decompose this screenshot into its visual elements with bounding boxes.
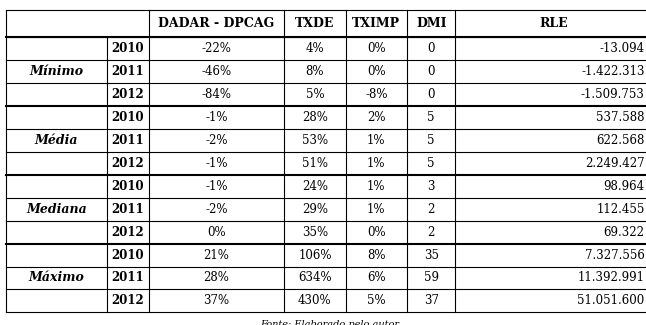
Text: 2012: 2012 (111, 157, 144, 170)
Text: TXIMP: TXIMP (352, 17, 401, 30)
Text: 2012: 2012 (111, 226, 144, 239)
Text: DMI: DMI (416, 17, 446, 30)
Text: 537.588: 537.588 (596, 111, 645, 124)
Text: 0%: 0% (367, 226, 386, 239)
Text: 5%: 5% (367, 294, 386, 307)
Text: 69.322: 69.322 (604, 226, 645, 239)
Text: -13.094: -13.094 (599, 42, 645, 55)
Text: 2012: 2012 (111, 294, 144, 307)
Text: -22%: -22% (202, 42, 231, 55)
Text: -46%: -46% (202, 65, 231, 78)
Text: 0%: 0% (367, 42, 386, 55)
Text: 53%: 53% (302, 134, 328, 147)
Text: 2012: 2012 (111, 88, 144, 101)
Text: 2011: 2011 (111, 271, 144, 284)
Text: 6%: 6% (367, 271, 386, 284)
Text: 35: 35 (424, 249, 439, 262)
Text: -1%: -1% (205, 180, 227, 193)
Text: 2011: 2011 (111, 65, 144, 78)
Text: 5%: 5% (306, 88, 324, 101)
Text: -8%: -8% (365, 88, 388, 101)
Text: 28%: 28% (203, 271, 229, 284)
Text: 51.051.600: 51.051.600 (578, 294, 645, 307)
Text: 2010: 2010 (111, 180, 144, 193)
Text: 59: 59 (424, 271, 439, 284)
Text: 2011: 2011 (111, 134, 144, 147)
Text: -84%: -84% (202, 88, 231, 101)
Text: 11.392.991: 11.392.991 (578, 271, 645, 284)
Text: 35%: 35% (302, 226, 328, 239)
Text: 0: 0 (428, 42, 435, 55)
Text: -1%: -1% (205, 157, 227, 170)
Text: -1.422.313: -1.422.313 (581, 65, 645, 78)
Text: 106%: 106% (298, 249, 331, 262)
Text: 4%: 4% (306, 42, 324, 55)
Text: -2%: -2% (205, 203, 227, 216)
Text: 0: 0 (428, 65, 435, 78)
Text: 7.327.556: 7.327.556 (585, 249, 645, 262)
Text: 2: 2 (428, 203, 435, 216)
Text: 3: 3 (428, 180, 435, 193)
Text: RLE: RLE (539, 17, 568, 30)
Text: 1%: 1% (367, 134, 386, 147)
Text: 2.249.427: 2.249.427 (585, 157, 645, 170)
Text: 430%: 430% (298, 294, 332, 307)
Text: Média: Média (35, 134, 78, 147)
Text: 634%: 634% (298, 271, 332, 284)
Text: 2010: 2010 (111, 42, 144, 55)
Text: DADAR - DPCAG: DADAR - DPCAG (158, 17, 275, 30)
Text: 24%: 24% (302, 180, 328, 193)
Text: 0%: 0% (207, 226, 225, 239)
Text: Mediana: Mediana (26, 203, 87, 216)
Text: 5: 5 (428, 134, 435, 147)
Text: TXDE: TXDE (295, 17, 335, 30)
Text: 29%: 29% (302, 203, 328, 216)
Text: 1%: 1% (367, 203, 386, 216)
Text: 112.455: 112.455 (596, 203, 645, 216)
Text: 5: 5 (428, 111, 435, 124)
Text: Fonte: Elaborado pelo autor: Fonte: Elaborado pelo autor (260, 320, 399, 325)
Text: 2010: 2010 (111, 111, 144, 124)
Text: 1%: 1% (367, 180, 386, 193)
Text: 8%: 8% (367, 249, 386, 262)
Text: Máximo: Máximo (28, 271, 85, 284)
Text: 2011: 2011 (111, 203, 144, 216)
Text: 51%: 51% (302, 157, 328, 170)
Text: 2010: 2010 (111, 249, 144, 262)
Text: 622.568: 622.568 (596, 134, 645, 147)
Text: 28%: 28% (302, 111, 328, 124)
Text: 2: 2 (428, 226, 435, 239)
Text: 37: 37 (424, 294, 439, 307)
Text: -2%: -2% (205, 134, 227, 147)
Text: Mínimo: Mínimo (30, 65, 83, 78)
Text: 8%: 8% (306, 65, 324, 78)
Text: 1%: 1% (367, 157, 386, 170)
Text: 21%: 21% (203, 249, 229, 262)
Text: 5: 5 (428, 157, 435, 170)
Text: -1%: -1% (205, 111, 227, 124)
Text: 98.964: 98.964 (603, 180, 645, 193)
Text: 37%: 37% (203, 294, 229, 307)
Text: 2%: 2% (367, 111, 386, 124)
Text: -1.509.753: -1.509.753 (581, 88, 645, 101)
Text: 0%: 0% (367, 65, 386, 78)
Text: 0: 0 (428, 88, 435, 101)
